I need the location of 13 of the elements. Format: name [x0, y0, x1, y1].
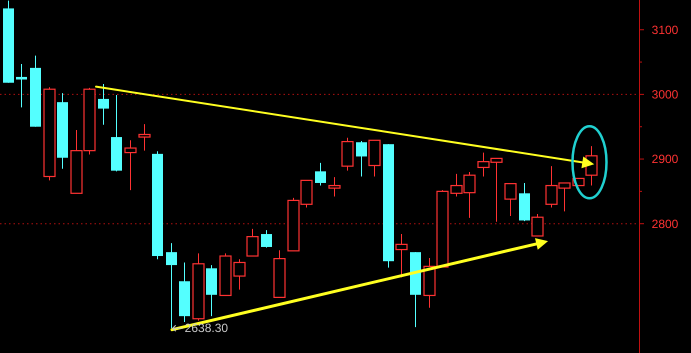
candlestick — [504, 183, 517, 216]
candlestick — [328, 176, 341, 198]
candlestick — [246, 228, 259, 257]
candlestick — [531, 214, 544, 237]
candlestick — [233, 258, 246, 290]
y-tick-label: 2900 — [652, 152, 679, 166]
candlestick — [124, 140, 137, 191]
candlestick — [138, 124, 151, 152]
y-tick-label: 2800 — [652, 216, 679, 231]
annotation: 2638.30 — [184, 321, 228, 336]
y-tick-label: 3000 — [652, 88, 679, 102]
candlestick — [395, 234, 408, 278]
y-tick-label: 3100 — [652, 22, 679, 37]
